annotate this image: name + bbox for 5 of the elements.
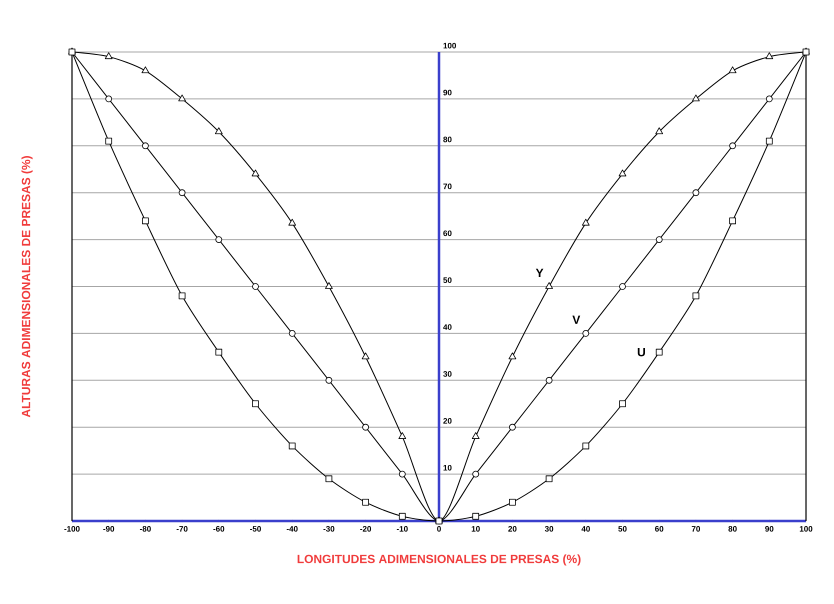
- y-axis-title: ALTURAS ADIMENSIONALES DE PRESAS (%): [21, 156, 33, 418]
- series-label: U: [638, 348, 645, 356]
- series-label: Y: [536, 268, 544, 277]
- series-label: V: [572, 316, 580, 324]
- x-axis-title: LONGITUDES ADIMENSIONALES DE PRESAS (%): [298, 554, 581, 566]
